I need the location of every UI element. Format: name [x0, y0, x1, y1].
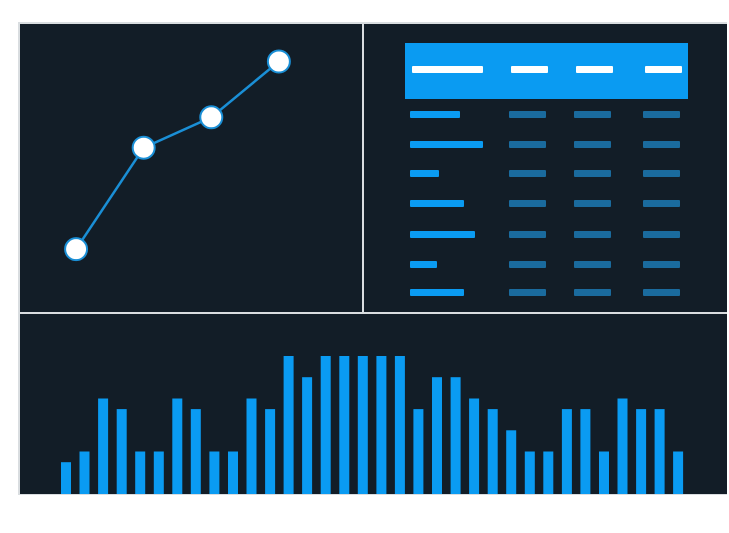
- table-cell-r1-c2: [509, 111, 546, 118]
- bar-19: [394, 356, 405, 494]
- table-cell-r4-c2: [509, 200, 546, 207]
- bar-31: [617, 398, 628, 494]
- table-cell-r2-c1: [410, 141, 483, 148]
- bar-25: [506, 430, 517, 494]
- table-cell-r3-c1: [410, 170, 439, 177]
- bar-1: [61, 462, 71, 494]
- bar-chart: [61, 356, 684, 494]
- bar-6: [153, 451, 164, 494]
- bar-8: [190, 409, 201, 494]
- table-cell-r7-c2: [509, 289, 546, 296]
- table-cell-r7-c3: [574, 289, 611, 296]
- table-cell-r6-c1: [410, 261, 437, 268]
- table-panel: [364, 24, 727, 312]
- bar-33: [654, 409, 665, 494]
- bar-18: [376, 356, 387, 494]
- table-cell-r4-c4: [643, 200, 680, 207]
- table-cell-r7-c1: [410, 289, 464, 296]
- bar-27: [543, 451, 554, 494]
- table-cell-r2-c4: [643, 141, 680, 148]
- table-cell-r5-c3: [574, 231, 611, 238]
- table-cell-r5-c1: [410, 231, 475, 238]
- line-chart-panel: [20, 24, 362, 312]
- bar-15: [320, 356, 331, 494]
- table-cell-r1-c1: [410, 111, 460, 118]
- bar-22: [450, 377, 461, 494]
- bar-29: [580, 409, 591, 494]
- header-cell-1: [412, 66, 483, 73]
- header-cell-3: [576, 66, 613, 73]
- bar-34: [673, 451, 684, 494]
- table-cell-r4-c3: [574, 200, 611, 207]
- header-cell-4: [645, 66, 682, 73]
- table-cell-r5-c2: [509, 231, 546, 238]
- data-point-4: [266, 49, 291, 74]
- header-cell-2: [511, 66, 548, 73]
- data-point-3: [199, 105, 224, 130]
- bar-24: [487, 409, 498, 494]
- table-cell-r1-c3: [574, 111, 611, 118]
- bar-17: [357, 356, 368, 494]
- bar-4: [116, 409, 127, 494]
- bar-13: [283, 356, 294, 494]
- series-line: [75, 60, 280, 250]
- table-cell-r5-c4: [643, 231, 680, 238]
- table-cell-r6-c3: [574, 261, 611, 268]
- table-cell-r6-c2: [509, 261, 546, 268]
- bar-7: [172, 398, 183, 494]
- data-point-2: [131, 135, 156, 160]
- bar-12: [265, 409, 276, 494]
- bar-9: [209, 451, 220, 494]
- bar-chart-panel: [20, 314, 727, 494]
- bar-20: [413, 409, 424, 494]
- bar-26: [524, 451, 535, 494]
- bar-3: [98, 398, 109, 494]
- table-header: [405, 43, 688, 99]
- bar-23: [469, 398, 480, 494]
- bar-5: [135, 451, 146, 494]
- data-point-1: [64, 237, 89, 262]
- bar-2: [79, 451, 90, 494]
- bar-10: [228, 451, 238, 494]
- bar-28: [561, 409, 572, 494]
- bar-32: [636, 409, 647, 494]
- table-cell-r3-c2: [509, 170, 546, 177]
- bar-14: [302, 377, 313, 494]
- table-cell-r4-c1: [410, 200, 464, 207]
- table-cell-r1-c4: [643, 111, 680, 118]
- bar-16: [339, 356, 350, 494]
- bar-21: [432, 377, 442, 494]
- table-cell-r3-c3: [574, 170, 611, 177]
- table-cell-r2-c2: [509, 141, 546, 148]
- bar-11: [246, 398, 257, 494]
- bar-30: [599, 451, 609, 494]
- table-cell-r2-c3: [574, 141, 611, 148]
- table-cell-r7-c4: [643, 289, 680, 296]
- line-chart: [64, 49, 291, 262]
- table-cell-r6-c4: [643, 261, 680, 268]
- table-cell-r3-c4: [643, 170, 680, 177]
